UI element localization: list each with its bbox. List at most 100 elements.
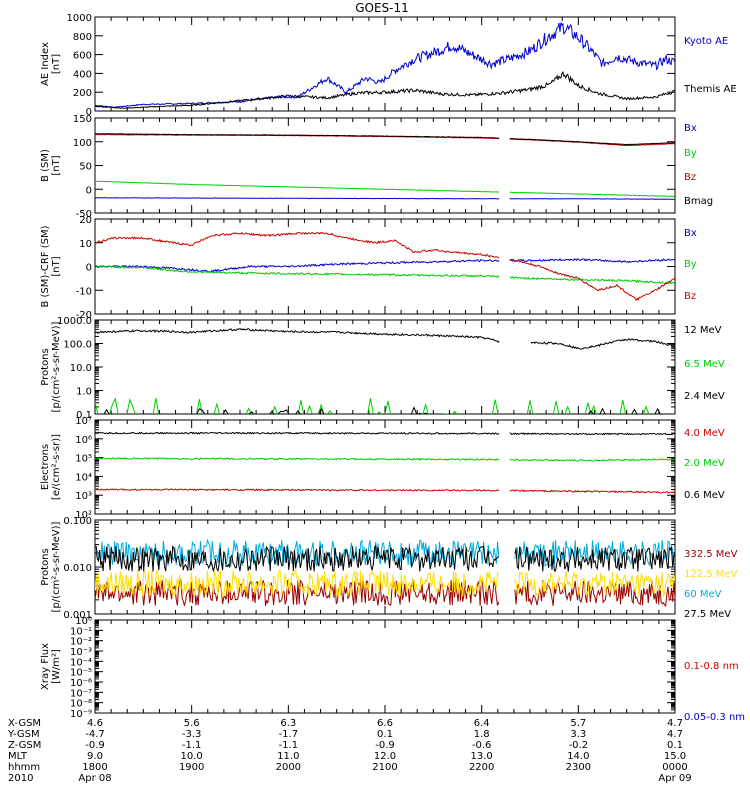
legend-entry: 2.0 MeV: [684, 458, 725, 469]
y-axis-title: Electrons: [40, 444, 51, 490]
series-line-122-5-mev: [514, 570, 675, 598]
ephemeris-cell: 12.0: [374, 751, 396, 762]
ephemeris-cell: -1.7: [279, 729, 299, 740]
y-tick-label: 10⁷: [75, 416, 92, 427]
y-tick-label: 10⁻⁹: [70, 709, 92, 720]
series-line-by: [95, 180, 500, 193]
ephemeris-cell: 6.3: [280, 718, 296, 729]
series-line-by: [95, 265, 500, 278]
y-tick-label: 10⁰: [75, 616, 92, 627]
series-group: [95, 328, 675, 414]
y-tick-label: 10.0: [70, 363, 92, 374]
legend-entry: By: [684, 259, 697, 270]
y-tick-label: -10: [76, 286, 92, 297]
ephemeris-cell: -4.7: [85, 729, 105, 740]
legend-entry: 0.05-0.3 nm: [684, 712, 745, 723]
ephemeris-cell: 3.3: [570, 729, 586, 740]
y-tick-label: 0: [86, 185, 92, 196]
series-line-bmag: [509, 138, 675, 146]
series-group: [95, 133, 675, 200]
series-group: [95, 231, 675, 302]
series-line-6-5-mev: [515, 399, 673, 414]
legend-entry: 2.4 MeV: [684, 391, 725, 402]
ephemeris-row-label: 2010: [8, 773, 33, 784]
ephemeris-cell: -1.1: [279, 740, 299, 751]
legend-entry: Kyoto AE: [684, 36, 728, 47]
panel-frame: [94, 619, 676, 714]
series-line-12-mev: [530, 338, 675, 350]
series-line-27-5-mev: [514, 546, 675, 572]
y-tick-label: 0: [86, 107, 92, 118]
series-line-2-0-mev: [509, 457, 675, 462]
series-line-bx: [95, 197, 500, 200]
ephemeris-cell: 1.8: [474, 729, 490, 740]
series-line-0-6-mev: [95, 431, 500, 435]
y-axis-title: B (SM): [40, 149, 51, 182]
y-tick-label: 1000: [67, 13, 92, 24]
y-tick-label: 10⁻²: [70, 637, 92, 648]
y-tick-label: 200: [73, 88, 92, 99]
y-tick-label: 10²: [75, 510, 92, 521]
y-tick-label: 1000.0: [57, 316, 92, 327]
y-axis-title: [nT]: [51, 155, 62, 175]
ephemeris-table: X-GSMY-GSMZ-GSMMLThhmm20104.6-4.7-0.99.0…: [7, 718, 692, 784]
series-line-bx: [509, 198, 675, 200]
ephemeris-row-label: hhmm: [8, 762, 40, 773]
ephemeris-cell: 0.1: [667, 740, 683, 751]
series-line-bx: [95, 259, 500, 273]
y-tick-label: 0: [86, 263, 92, 274]
y-tick-label: -50: [76, 209, 92, 220]
y-tick-label: 0.001: [63, 610, 92, 621]
panel-b_dev: -20 -10 0 10 20 B (SM)-CRF (SM) [nT] Bx By Bz: [40, 215, 697, 321]
ephemeris-cell: 1800: [82, 762, 107, 773]
legend-entry: Bmag: [684, 196, 713, 207]
ephemeris-cell: -0.6: [472, 740, 492, 751]
panel-frame: [94, 218, 676, 315]
ephemeris-row-label: Z-GSM: [8, 740, 41, 751]
legend-entry: 4.0 MeV: [684, 428, 725, 439]
y-tick-label: 150: [73, 114, 92, 125]
y-tick-label: 100.0: [63, 340, 92, 351]
series-line-bx: [509, 257, 675, 264]
series-line-0-6-mev: [509, 432, 675, 436]
legend-entry: 12 MeV: [684, 325, 722, 336]
legend-entry: Themis AE: [683, 84, 737, 95]
panel-hi_protons: 0.001 0.010 0.100 Protons [p/(cm²-s-sr-MeV)]…: [40, 516, 738, 621]
y-tick-label: 10: [79, 239, 92, 250]
y-axis-title: B (SM)-CRF (SM): [40, 225, 51, 307]
series-group: [95, 22, 675, 109]
panel-protons: 0.1 1.0 10.0 100.0 1000.0 Protons [p/(cm²-s-sr…: [40, 316, 725, 421]
y-tick-label: 10⁻⁷: [70, 688, 92, 699]
ephemeris-cell: 9.0: [87, 751, 103, 762]
y-tick-label: 600: [73, 51, 92, 62]
ephemeris-cell: 5.7: [570, 718, 586, 729]
ephemeris-cell: 6.4: [474, 718, 490, 729]
series-line-bz: [95, 231, 500, 259]
y-tick-label: 10⁶: [75, 435, 92, 446]
panel-frame: [94, 16, 676, 112]
y-tick-label: -20: [76, 310, 92, 321]
panel-frame: [94, 519, 676, 615]
ephemeris-cell: -1.1: [182, 740, 202, 751]
series-line-themis-ae: [95, 70, 675, 109]
legend-entry: 6.5 MeV: [684, 359, 725, 370]
y-axis-title: [e/(cm²-s-sr)]: [51, 434, 62, 500]
y-axis-title: [p/(cm²-s-sr-MeV)]: [51, 521, 62, 612]
ephemeris-cell: 4.6: [87, 718, 103, 729]
y-tick-label: 0.010: [63, 563, 92, 574]
legend-entry: 27.5 MeV: [684, 609, 731, 620]
ephemeris-cell: 2000: [276, 762, 301, 773]
ephemeris-cell: 10.0: [181, 751, 203, 762]
ephemeris-cell: 0.1: [377, 729, 393, 740]
series-line-27-5-mev: [95, 544, 500, 573]
y-tick-label: 10³: [75, 491, 92, 502]
series-line-by: [509, 191, 675, 198]
ephemeris-cell: 2100: [372, 762, 397, 773]
y-axis-title: [p/(cm²-s-sr-MeV)]: [51, 321, 62, 412]
series-line-2-4-mev: [95, 406, 499, 414]
y-tick-label: 10⁻⁴: [70, 657, 92, 668]
ephemeris-cell: 13.0: [471, 751, 493, 762]
ephemeris-row-label: MLT: [8, 751, 28, 762]
legend-entry: 0.6 MeV: [684, 490, 725, 501]
